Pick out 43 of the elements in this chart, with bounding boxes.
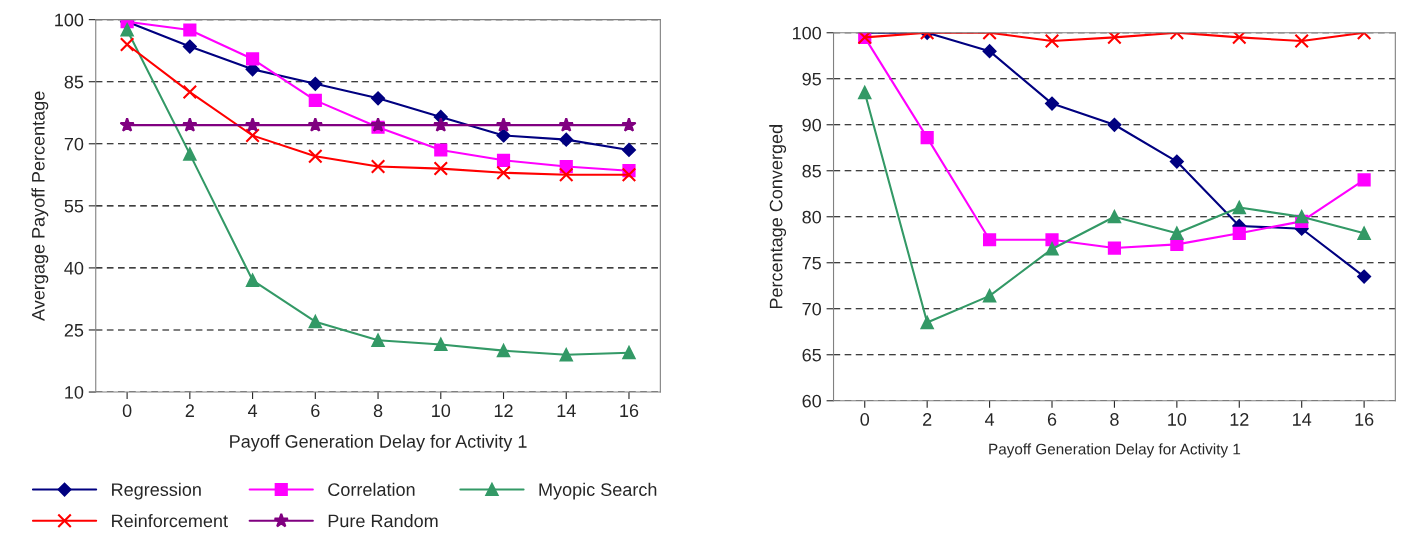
y-tick-label: 85 — [64, 75, 84, 89]
x-tick-label: 2 — [185, 404, 194, 417]
x-tick-label: 14 — [557, 404, 576, 417]
x-tick-label: 6 — [1047, 413, 1057, 426]
legend-label: Reinforcement — [112, 514, 228, 528]
y-tick-label: 95 — [802, 72, 821, 86]
y-tick-label: 65 — [802, 348, 821, 362]
y-axis-title: Percentage Converged — [769, 125, 787, 309]
y-tick-label: 100 — [55, 13, 84, 27]
y-tick-label: 10 — [65, 385, 84, 399]
x-tick-label: 2 — [923, 413, 932, 426]
y-tick-label: 100 — [792, 26, 822, 40]
y-tick-label: 90 — [802, 118, 822, 132]
y-axis-title: Avergage Payoff Percentage — [31, 91, 49, 321]
x-axis-title: Payoff Generation Delay for Activity 1 — [989, 443, 1241, 458]
x-tick-label: 8 — [1110, 413, 1119, 426]
y-tick-label: 80 — [802, 210, 822, 224]
legend-label: Regression — [112, 482, 201, 500]
y-tick-label: 60 — [802, 394, 822, 408]
y-tick-label: 85 — [802, 164, 821, 178]
y-tick-label: 25 — [64, 323, 84, 337]
x-tick-label: 6 — [311, 404, 320, 418]
x-tick-label: 10 — [432, 404, 451, 418]
x-tick-label: 12 — [494, 404, 513, 417]
legend-label: Correlation — [328, 482, 415, 497]
legend-label: Pure Random — [328, 514, 438, 528]
x-tick-label: 4 — [984, 413, 995, 426]
y-tick-label: 70 — [802, 302, 822, 316]
x-tick-label: 16 — [1355, 413, 1374, 426]
x-axis-title: Payoff Generation Delay for Activity 1 — [230, 434, 527, 452]
x-tick-label: 16 — [620, 404, 639, 418]
x-tick-label: 0 — [122, 404, 132, 418]
legend-label: Myopic Search — [539, 482, 657, 500]
y-tick-label: 75 — [802, 256, 821, 270]
x-tick-label: 12 — [1230, 413, 1249, 426]
x-tick-label: 0 — [860, 413, 870, 426]
x-tick-label: 8 — [373, 404, 383, 418]
x-tick-label: 4 — [247, 404, 258, 417]
x-tick-label: 14 — [1293, 413, 1312, 426]
y-tick-label: 55 — [64, 199, 84, 213]
y-tick-label: 70 — [64, 137, 84, 151]
x-tick-label: 10 — [1168, 413, 1187, 426]
y-tick-label: 40 — [64, 261, 84, 275]
